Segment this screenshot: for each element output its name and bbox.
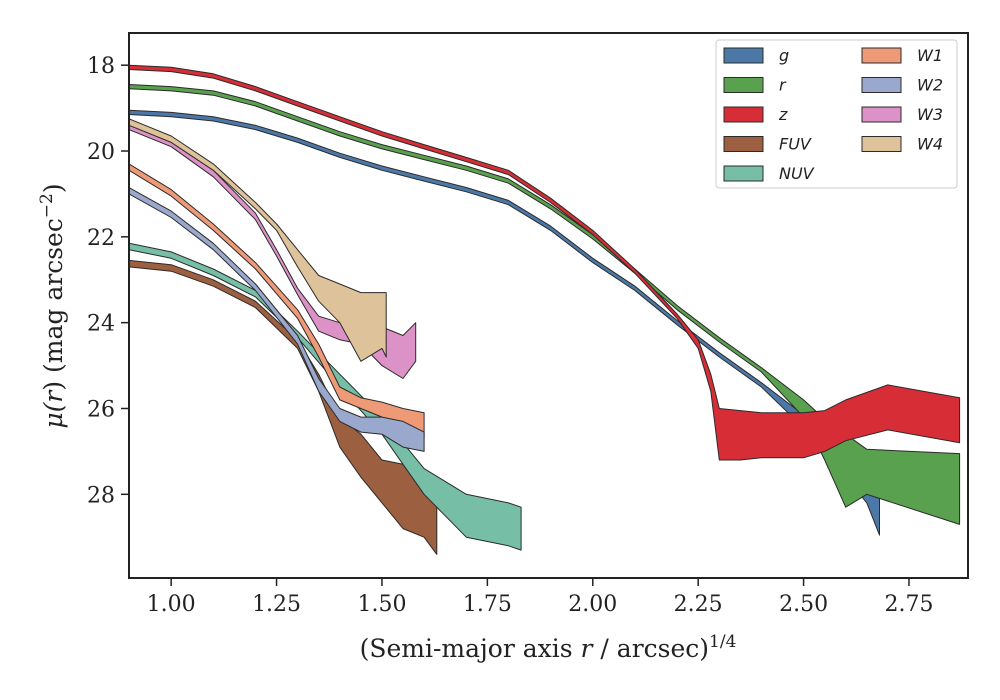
legend-label-w2: W2 — [917, 76, 943, 95]
legend-label-w3: W3 — [917, 105, 943, 124]
plot-frame — [128, 32, 969, 579]
y-tick-label: 24 — [87, 312, 115, 337]
series-bands — [129, 64, 961, 555]
x-tick-label: 2.25 — [674, 592, 723, 617]
legend-swatch-w2 — [861, 77, 902, 93]
y-tick-label: 26 — [87, 397, 115, 422]
x-tick-label: 1.25 — [252, 592, 301, 617]
y-axis-label: μ(r) (mag arcsec−2) — [37, 183, 68, 428]
x-tick-label: 2.75 — [884, 592, 933, 617]
legend-swatch-r — [723, 77, 764, 93]
legend-swatch-g — [723, 47, 764, 64]
band-r — [129, 84, 961, 525]
x-axis-label: (Semi-major axis r / arcsec)1/4 — [360, 632, 737, 663]
legend: grz FUV NUV W1 W2 W3 W4 — [715, 39, 958, 189]
legend-label-fuv: FUV — [779, 135, 812, 154]
legend-label-z: z — [778, 105, 788, 124]
band-w3 — [129, 122, 417, 379]
band-w4 — [129, 118, 387, 362]
legend-swatch-z — [723, 106, 764, 123]
legend-label-w4: W4 — [917, 135, 943, 154]
legend-swatch-w1 — [861, 47, 902, 64]
band-g — [129, 109, 880, 536]
x-axis: 1.00 1.25 1.50 1.75 2.00 2.25 2.50 2.75 — [147, 578, 933, 617]
legend-swatch-w4 — [861, 136, 902, 152]
band-w2 — [129, 187, 425, 452]
legend-swatch-nuv — [723, 165, 764, 182]
x-tick-label: 1.00 — [147, 592, 196, 617]
legend-swatch-fuv — [723, 136, 764, 152]
y-tick-label: 28 — [87, 483, 115, 508]
y-axis: 18 20 22 24 26 28 — [87, 54, 129, 508]
x-tick-label: 1.75 — [463, 592, 512, 617]
band-z — [129, 64, 961, 461]
band-nuv — [129, 242, 522, 551]
y-tick-label: 22 — [87, 226, 115, 251]
legend-label-nuv: NUV — [779, 164, 815, 183]
legend-label-r: r — [779, 76, 787, 95]
x-tick-label: 2.00 — [568, 592, 617, 617]
x-tick-label: 2.50 — [779, 592, 828, 617]
y-tick-label: 18 — [87, 54, 115, 79]
legend-swatch-w3 — [861, 106, 902, 123]
x-tick-label: 1.50 — [357, 592, 406, 617]
legend-label-w1: W1 — [917, 46, 943, 65]
legend-label-g: g — [779, 46, 789, 65]
y-tick-label: 20 — [87, 140, 115, 165]
